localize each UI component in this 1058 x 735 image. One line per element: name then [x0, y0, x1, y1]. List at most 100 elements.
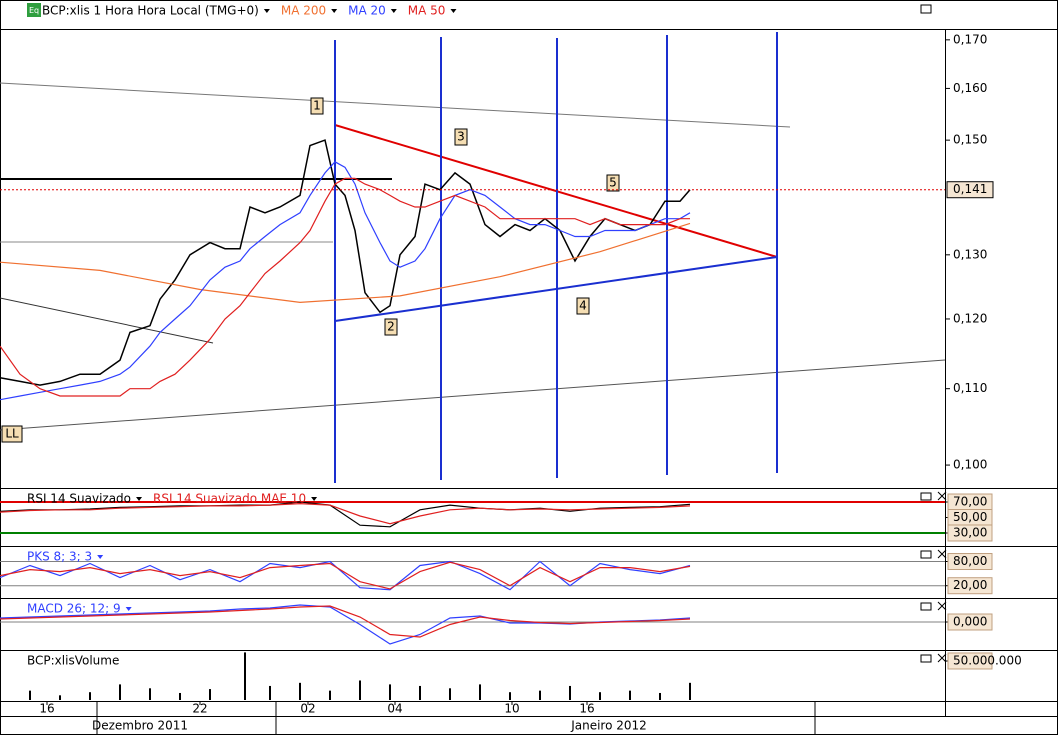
wave-label: 1 [313, 99, 321, 113]
volume-bar [89, 692, 91, 700]
legend-entry[interactable]: MA 20 [348, 4, 386, 18]
legend-entry[interactable]: RSI 14 Suavizado [27, 492, 131, 506]
wave-label: 4 [579, 299, 587, 313]
dropdown-arrow[interactable] [136, 497, 143, 501]
volume-bar [419, 685, 421, 700]
volume-bar [0, 693, 1, 700]
trend-line [0, 359, 946, 431]
volume-bar [509, 692, 511, 700]
y-tick-label: 80,00 [953, 554, 987, 568]
close-button[interactable] [937, 549, 947, 559]
dropdown-arrow[interactable] [263, 9, 270, 13]
close-button[interactable] [937, 491, 947, 501]
drawings [0, 32, 946, 483]
maximize-button[interactable] [920, 654, 932, 663]
legend-entry[interactable]: MA 50 [408, 4, 446, 18]
dropdown-arrow[interactable] [125, 607, 132, 611]
tick-label-box [947, 577, 993, 595]
dropdown-arrow[interactable] [390, 9, 397, 13]
wave-label: 3 [457, 130, 465, 144]
legend-entry[interactable]: BCP:xlis 1 Hora Hora Local (TMG+0) [42, 4, 259, 18]
x-tick-label: 02 [300, 702, 315, 716]
maximize-button[interactable] [920, 492, 932, 501]
wave-label: 5 [609, 176, 617, 190]
wave-label: LL [5, 427, 19, 441]
wave-label: 2 [387, 320, 395, 334]
volume-bar [569, 685, 571, 700]
volume-bar [299, 682, 301, 700]
series-line [0, 501, 691, 528]
y-tick-label: 0,130 [953, 247, 987, 261]
tick-label-box [947, 524, 993, 542]
label-box [310, 97, 324, 115]
legend-entry[interactable]: RSI 14 Suavizado MAE 10 [153, 492, 306, 506]
x-tick-label: 16 [39, 702, 54, 716]
wave-labels: 1 2 3 4 5 LL [1, 97, 620, 443]
volume-bar [449, 688, 451, 700]
x-tick-label: 10 [504, 702, 519, 716]
close-button[interactable] [937, 601, 947, 611]
y-tick-label: 0,160 [953, 81, 987, 95]
volume-bar [359, 680, 361, 700]
y-tick-label: 0,120 [953, 311, 987, 325]
label-box [606, 174, 620, 192]
tick-label-box [947, 613, 993, 631]
dropdown-arrow[interactable] [97, 555, 104, 559]
volume-bar [119, 684, 121, 700]
last-value-box [946, 181, 994, 199]
volume-bar [149, 688, 151, 700]
series-line [0, 222, 691, 304]
y-tick-label: 0,000 [953, 615, 987, 629]
volume-bar [479, 684, 481, 700]
dropdown-arrow[interactable] [331, 9, 338, 13]
series-line [0, 502, 691, 525]
volume-bar [179, 692, 181, 700]
close-button[interactable] [937, 653, 947, 663]
x-tick-label: 22 [192, 702, 207, 716]
y-tick-label: 50.000.000 [953, 653, 1022, 667]
pane-title[interactable]: MACD 26; 12; 9 [27, 602, 121, 616]
volume-bar [659, 692, 661, 700]
series-line [0, 605, 691, 638]
volume-bar [59, 695, 61, 700]
legend-entry[interactable]: MA 200 [281, 4, 326, 18]
volume-bar [689, 682, 691, 700]
volume-bar [389, 684, 391, 700]
series-line [0, 560, 691, 591]
volume-bar [269, 685, 271, 700]
tick-label-box [947, 553, 993, 571]
pane-title[interactable]: PKS 8; 3; 3 [27, 550, 92, 564]
label-box [576, 297, 590, 315]
series-line [0, 177, 690, 397]
dropdown-arrow[interactable] [311, 497, 318, 501]
x-group-label: Dezembro 2011 [92, 719, 188, 733]
volume-bar [329, 690, 331, 700]
maximize-button[interactable] [920, 550, 932, 559]
y-tick-label: 30,00 [953, 525, 987, 539]
trend-line [0, 82, 791, 128]
y-tick-label: 0,100 [953, 458, 987, 472]
volume-bar [599, 692, 601, 700]
label-box [384, 318, 398, 336]
y-tick-label: 0,110 [953, 381, 987, 395]
label-box [454, 128, 468, 146]
series-line [0, 561, 691, 590]
tick-label-box [947, 652, 993, 670]
icon-glyph: Eq [29, 6, 39, 15]
y-tick-label: 70,00 [953, 495, 987, 509]
maximize-button[interactable] [920, 602, 932, 611]
y-tick-label: 50,00 [953, 510, 987, 524]
volume-bar [629, 690, 631, 700]
maximize-button[interactable] [920, 4, 932, 14]
y-tick-label: 0,150 [953, 133, 987, 147]
x-tick-label: 16 [579, 702, 594, 716]
instrument-icon[interactable] [27, 3, 41, 17]
volume-bar [244, 652, 246, 700]
volume-bar [29, 690, 31, 700]
trend-line [0, 297, 214, 344]
pane-title[interactable]: BCP:xlisVolume [27, 654, 119, 668]
last-value-label: 0,141 [953, 182, 987, 196]
dropdown-arrow[interactable] [450, 9, 457, 13]
